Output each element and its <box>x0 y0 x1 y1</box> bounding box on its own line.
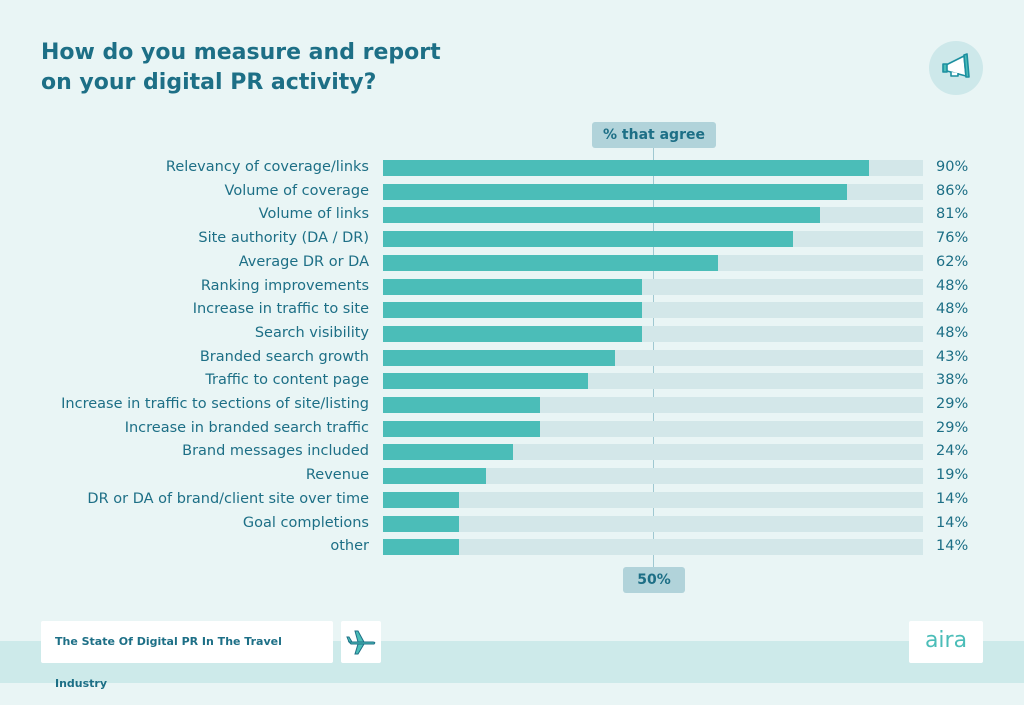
bar <box>383 278 643 295</box>
bar <box>383 207 821 224</box>
bar-track <box>383 491 923 508</box>
bar <box>383 183 848 200</box>
title-line-1: How do you measure and report <box>41 40 441 65</box>
reference-label: 50% <box>623 567 685 593</box>
bar-track <box>383 420 923 437</box>
bar <box>383 397 540 413</box>
category-label: DR or DA of brand/client site over time <box>87 490 369 507</box>
bar-track <box>383 207 923 224</box>
value-label: 29% <box>936 419 969 436</box>
bar-track <box>383 539 923 556</box>
category-label: Revenue <box>305 467 369 484</box>
megaphone-icon <box>929 41 983 95</box>
title-line-2: on your digital PR activity? <box>41 70 377 95</box>
bar-track <box>383 160 923 176</box>
bar <box>383 539 459 556</box>
category-label: Volume of links <box>258 206 369 223</box>
bar-track <box>383 302 923 319</box>
airplane-icon <box>341 621 381 663</box>
aira-logo-text: aira <box>924 628 968 653</box>
bar <box>383 420 540 437</box>
value-label: 90% <box>936 159 969 175</box>
category-label: Brand messages included <box>182 443 369 460</box>
bar <box>383 444 513 461</box>
value-label: 14% <box>936 514 969 531</box>
bar <box>383 231 794 248</box>
bar <box>383 373 589 390</box>
report-title-box: The State Of Digital PR In The Travel In… <box>41 621 333 690</box>
value-label: 48% <box>936 324 969 341</box>
category-label: Site authority (DA / DR) <box>198 230 369 247</box>
value-label: 29% <box>936 396 969 412</box>
value-label: 62% <box>936 253 969 270</box>
aira-logo: aira <box>909 621 983 663</box>
bar <box>383 349 616 366</box>
bar-track <box>383 515 923 532</box>
bar <box>383 302 643 319</box>
value-label: 14% <box>936 538 969 555</box>
category-label: Volume of coverage <box>224 182 369 199</box>
report-title: The State Of Digital PR In The Travel In… <box>55 635 282 690</box>
category-label: Increase in branded search traffic <box>124 419 369 436</box>
bar-track <box>383 278 923 295</box>
bar <box>383 254 718 271</box>
category-label: Increase in traffic to site <box>192 301 369 318</box>
bar <box>383 515 459 532</box>
bar-track <box>383 444 923 461</box>
value-label: 43% <box>936 348 969 365</box>
bar <box>383 491 459 508</box>
value-label: 48% <box>936 301 969 318</box>
chart-title: How do you measure and report on your dig… <box>41 38 441 98</box>
category-label: other <box>330 538 369 555</box>
value-label: 48% <box>936 277 969 294</box>
bar-track <box>383 325 923 342</box>
category-label: Ranking improvements <box>200 277 369 294</box>
value-label: 76% <box>936 230 969 247</box>
bar-track <box>383 349 923 366</box>
bar-track <box>383 397 923 413</box>
value-label: 14% <box>936 490 969 507</box>
header-pill: % that agree <box>592 122 716 148</box>
value-label: 24% <box>936 443 969 460</box>
bar-track <box>383 373 923 390</box>
category-label: Relevancy of coverage/links <box>165 159 369 175</box>
category-label: Increase in traffic to sections of site/… <box>61 396 369 412</box>
bar-track <box>383 183 923 200</box>
value-label: 86% <box>936 182 969 199</box>
value-label: 19% <box>936 467 969 484</box>
value-label: 38% <box>936 372 969 389</box>
category-label: Branded search growth <box>199 348 369 365</box>
bar-track <box>383 254 923 271</box>
category-label: Average DR or DA <box>238 253 369 270</box>
bar <box>383 325 643 342</box>
bar-track <box>383 468 923 485</box>
bar <box>383 468 486 485</box>
category-label: Search visibility <box>254 324 369 341</box>
bar <box>383 160 869 176</box>
value-label: 81% <box>936 206 969 223</box>
bar-track <box>383 231 923 248</box>
category-label: Traffic to content page <box>205 372 369 389</box>
category-label: Goal completions <box>242 514 369 531</box>
